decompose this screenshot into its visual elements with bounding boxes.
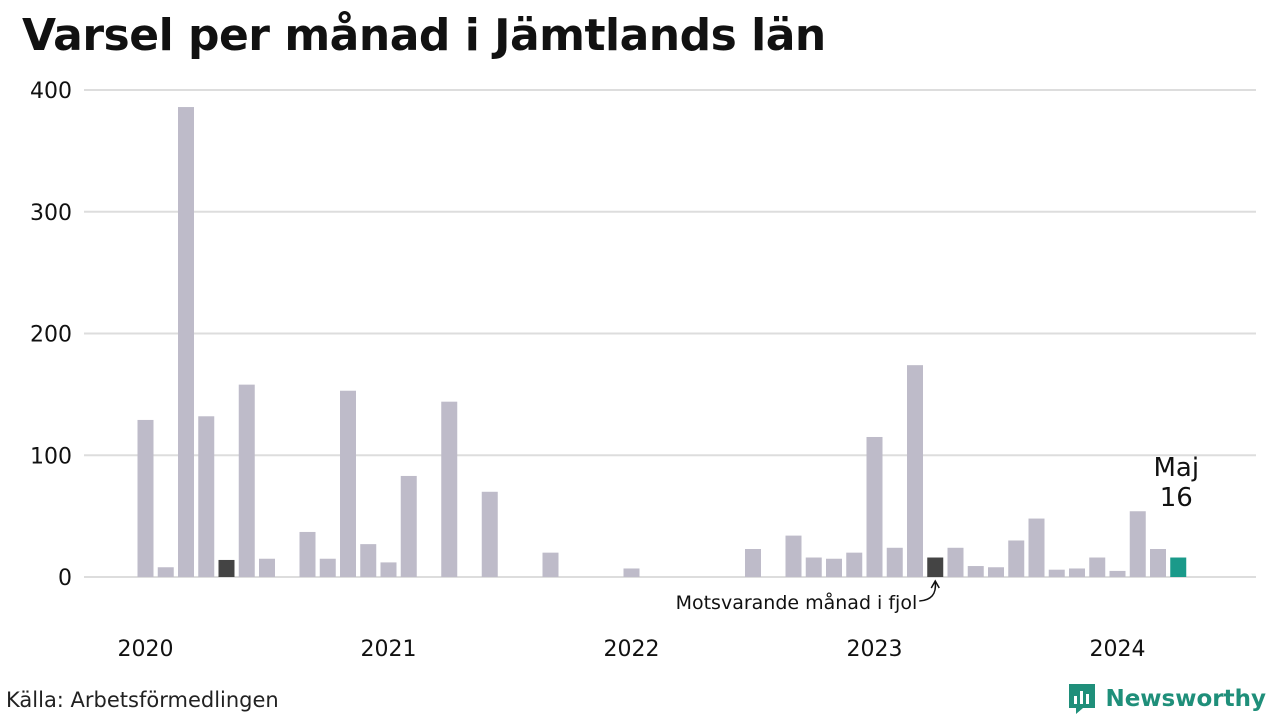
bar	[481, 491, 498, 577]
bar	[157, 567, 174, 577]
bar	[846, 552, 863, 577]
bar-prev-year	[218, 559, 235, 577]
bar	[178, 107, 194, 578]
bar	[319, 558, 336, 577]
brand-name: Newsworthy	[1105, 686, 1266, 712]
prev-year-note: Motsvarande månad i fjol	[676, 591, 918, 614]
x-tick-label: 2023	[847, 637, 903, 662]
bar	[400, 475, 417, 577]
bar	[238, 384, 255, 577]
source-note: Källa: Arbetsförmedlingen	[6, 688, 279, 712]
bar	[907, 365, 923, 577]
bar	[1048, 569, 1065, 577]
bar	[1089, 557, 1106, 577]
current-value-label: 16	[1160, 483, 1193, 513]
bar	[1109, 570, 1126, 577]
bar	[805, 557, 822, 577]
gridlines	[84, 89, 1256, 578]
newsworthy-logo-icon	[1069, 684, 1096, 714]
x-tick-label: 2024	[1090, 637, 1146, 662]
bar	[380, 562, 397, 577]
bar	[623, 568, 640, 577]
bar	[967, 566, 984, 577]
bar	[1008, 540, 1025, 577]
bar	[886, 547, 903, 577]
bar	[785, 535, 802, 577]
bar	[826, 558, 842, 577]
y-axis: 0 100 200 300 400	[30, 79, 72, 591]
bar	[947, 547, 964, 577]
y-tick-label: 200	[30, 323, 72, 348]
annotation-arrow	[919, 581, 937, 602]
bar	[1028, 518, 1045, 577]
bar	[1150, 548, 1166, 577]
y-tick-label: 100	[30, 444, 72, 469]
annotation-arrowhead	[930, 579, 940, 589]
y-tick-label: 300	[30, 201, 72, 226]
bar	[340, 390, 356, 577]
y-tick-label: 400	[30, 79, 72, 104]
brand-logo: Newsworthy	[1067, 682, 1266, 716]
bar	[441, 401, 458, 577]
bar	[542, 552, 559, 577]
bar	[1129, 511, 1146, 577]
x-tick-label: 2022	[604, 637, 660, 662]
bar	[866, 436, 883, 577]
current-month-label: Maj	[1153, 453, 1199, 483]
bars	[137, 107, 1187, 578]
bar	[988, 567, 1004, 577]
bar	[1069, 568, 1085, 577]
bar	[299, 531, 316, 577]
bar	[360, 544, 377, 577]
bar	[745, 548, 761, 577]
y-tick-label: 0	[58, 566, 72, 591]
x-tick-label: 2021	[361, 637, 417, 662]
chart-title: Varsel per månad i Jämtlands län	[22, 10, 826, 61]
x-tick-label: 2020	[118, 637, 174, 662]
bar	[137, 419, 154, 577]
bar-prev-year	[927, 557, 944, 577]
bar	[198, 416, 215, 577]
bar-chart: 0 100 200 300 400 2020 2021 2022 2023 2024 Maj16…	[30, 79, 1256, 662]
x-axis: 2020 2021 2022 2023 2024	[118, 637, 1146, 662]
bar-current-month	[1170, 557, 1187, 577]
bar	[259, 558, 275, 577]
